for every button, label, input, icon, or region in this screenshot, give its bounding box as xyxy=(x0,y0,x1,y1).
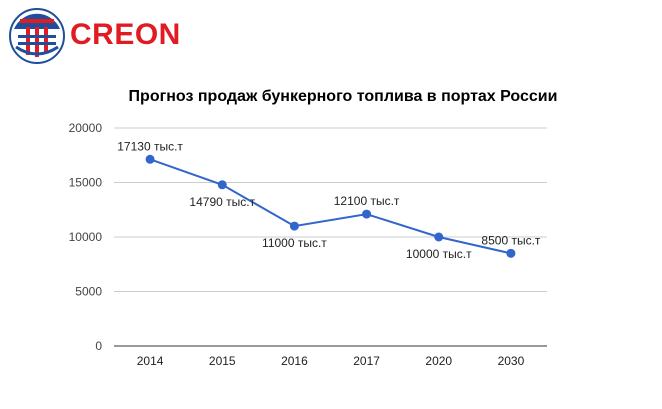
x-tick-label: 2015 xyxy=(209,354,236,368)
data-label: 8500 тыс.т xyxy=(481,233,540,247)
y-tick-label: 0 xyxy=(95,339,102,353)
chart-title: Прогноз продаж бункерного топлива в порт… xyxy=(128,88,558,105)
data-label: 10000 тыс.т xyxy=(406,247,472,261)
x-tick-label: 2030 xyxy=(498,354,525,368)
brand-name: CREON xyxy=(70,18,181,51)
series-line xyxy=(149,158,512,255)
data-point xyxy=(145,154,155,164)
y-tick-label: 5000 xyxy=(75,285,102,299)
creon-emblem-icon xyxy=(9,8,65,64)
data-point xyxy=(434,232,444,242)
data-point xyxy=(506,248,516,258)
creon-logo xyxy=(8,6,66,66)
y-tick-label: 15000 xyxy=(69,176,103,190)
x-tick-label: 2014 xyxy=(137,354,164,368)
x-tick-label: 2017 xyxy=(353,354,380,368)
data-label: 11000 тыс.т xyxy=(262,236,327,250)
data-point xyxy=(362,209,372,219)
y-tick-label: 10000 xyxy=(69,230,103,244)
data-label: 12100 тыс.т xyxy=(334,194,400,208)
x-tick-label: 2020 xyxy=(425,354,452,368)
x-tick-label: 2016 xyxy=(281,354,308,368)
data-label: 17130 тыс.т xyxy=(117,139,183,153)
y-tick-label: 20000 xyxy=(69,121,103,135)
data-point xyxy=(289,221,299,231)
data-label: 14790 тыс.т xyxy=(189,195,255,209)
data-point xyxy=(217,180,227,190)
